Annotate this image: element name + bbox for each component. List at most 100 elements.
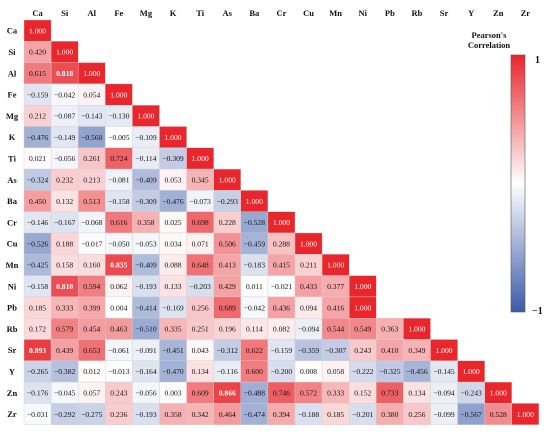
column-label: Mg xyxy=(140,8,153,18)
cell-value-label: 0.579 xyxy=(56,325,73,334)
cell-value-label: 1.000 xyxy=(327,261,344,270)
cell-value-label: −0.042 xyxy=(244,303,266,312)
cell-value-label: −0.145 xyxy=(433,367,455,376)
row-label: Zr xyxy=(7,409,17,419)
row-label: Mn xyxy=(6,260,19,270)
cell-value-label: −0.143 xyxy=(81,112,103,121)
cell-value-label: −0.201 xyxy=(352,410,374,419)
cell-value-label: 0.464 xyxy=(219,410,236,419)
cell-value-label: 0.025 xyxy=(165,218,182,227)
cell-value-label: −0.045 xyxy=(54,388,76,397)
cell-value-label: 0.544 xyxy=(327,325,344,334)
cell-value-label: −0.017 xyxy=(81,239,103,248)
cell-value-label: 0.818 xyxy=(56,69,73,78)
cell-value-label: 0.377 xyxy=(327,282,344,291)
cell-value-label: 0.609 xyxy=(192,388,209,397)
cell-value-label: 0.012 xyxy=(83,367,100,376)
cell-value-label: −0.091 xyxy=(135,346,157,355)
cell-value-label: −0.293 xyxy=(217,197,239,206)
column-label: Zn xyxy=(493,8,504,18)
cell-value-label: −0.109 xyxy=(135,133,157,142)
column-label: As xyxy=(223,8,233,18)
cell-value-label: −0.005 xyxy=(108,133,130,142)
cell-value-label: 1.000 xyxy=(490,388,507,397)
cell-value-label: 0.212 xyxy=(29,112,46,121)
row-label: Ti xyxy=(8,153,17,163)
cell-value-label: 0.057 xyxy=(83,388,100,397)
cell-value-label: 0.152 xyxy=(354,388,371,397)
cell-value-label: 0.746 xyxy=(273,388,290,397)
cell-value-label: 0.256 xyxy=(408,410,425,419)
cell-value-label: 0.653 xyxy=(83,346,100,355)
cell-value-label: −0.456 xyxy=(406,367,428,376)
cell-value-label: −0.193 xyxy=(135,410,157,419)
cell-value-label: −0.159 xyxy=(27,90,49,99)
cell-value-label: −0.560 xyxy=(81,133,103,142)
column-label: Sr xyxy=(440,8,449,18)
color-legend: Pearson's Correlation 1 −1 xyxy=(468,30,543,317)
cell-value-label: −0.474 xyxy=(244,410,266,419)
cell-value-label: 0.450 xyxy=(29,197,46,206)
cell-value-label: 0.134 xyxy=(192,367,209,376)
cell-value-label: 0.088 xyxy=(165,261,182,270)
cell-value-label: 0.114 xyxy=(246,325,263,334)
row-label: Y xyxy=(9,366,15,376)
cell-value-label: 0.172 xyxy=(29,325,46,334)
cell-value-label: 0.288 xyxy=(273,239,290,248)
cell-value-label: 1.000 xyxy=(273,218,290,227)
cell-value-label: 0.342 xyxy=(192,410,209,419)
cell-value-label: 0.429 xyxy=(219,282,236,291)
cell-value-label: −0.451 xyxy=(162,346,184,355)
cell-value-label: 0.893 xyxy=(29,346,46,355)
cell-value-label: 0.228 xyxy=(219,218,236,227)
cell-value-label: 0.810 xyxy=(56,282,73,291)
cell-value-label: −0.183 xyxy=(244,261,266,270)
row-labels: Ca Si Al Fe Mg K Ti As Ba Cr Cu Mn Ni Pb Rb Sr Y Zn Zr xyxy=(6,26,19,419)
cell-value-label: 0.436 xyxy=(273,303,290,312)
cell-value-label: 0.053 xyxy=(165,175,182,184)
cell-value-label: −0.409 xyxy=(135,261,157,270)
cell-value-label: 0.698 xyxy=(192,218,209,227)
cell-value-label: 1.000 xyxy=(354,282,371,291)
cell-value-label: −0.149 xyxy=(54,133,76,142)
cell-value-label: −0.425 xyxy=(27,261,49,270)
cell-value-label: −0.324 xyxy=(27,175,49,184)
cell-value-label: −0.459 xyxy=(244,239,266,248)
column-label: Mn xyxy=(329,8,342,18)
cell-value-label: 0.415 xyxy=(273,261,290,270)
cell-value-label: 0.615 xyxy=(29,69,46,78)
cell-value-label: 0.058 xyxy=(327,367,344,376)
cell-value-label: 0.622 xyxy=(246,346,263,355)
row-label: Mg xyxy=(6,111,19,121)
cell-value-label: 1.000 xyxy=(517,410,534,419)
cell-value-label: −0.159 xyxy=(271,346,293,355)
cell-value-label: 1.000 xyxy=(246,197,263,206)
column-label: Ti xyxy=(196,8,205,18)
cell-value-label: −0.359 xyxy=(298,346,320,355)
cell-value-label: 0.021 xyxy=(29,154,46,163)
cell-value-label: 0.413 xyxy=(219,261,236,270)
cell-value-label: 0.648 xyxy=(192,261,209,270)
cell-value-label: 0.380 xyxy=(381,410,398,419)
cell-value-label: −0.176 xyxy=(27,388,49,397)
cell-value-label: −0.567 xyxy=(460,410,482,419)
cell-value-label: 0.594 xyxy=(83,282,100,291)
cell-value-label: 0.082 xyxy=(273,325,290,334)
cell-value-label: 0.243 xyxy=(354,346,371,355)
cell-value-label: −0.146 xyxy=(27,218,49,227)
cell-value-label: −0.169 xyxy=(162,303,184,312)
cell-value-label: −0.265 xyxy=(27,367,49,376)
cell-value-label: −0.414 xyxy=(135,303,157,312)
cell-value-label: −0.526 xyxy=(27,239,49,248)
cell-value-label: 1.000 xyxy=(219,175,236,184)
cell-value-label: −0.167 xyxy=(54,218,76,227)
cell-value-label: 0.433 xyxy=(300,282,317,291)
cell-value-label: 0.054 xyxy=(83,90,100,99)
cell-value-label: 0.399 xyxy=(83,303,100,312)
cell-value-label: 1.000 xyxy=(436,346,453,355)
cell-value-label: −0.053 xyxy=(135,239,157,248)
cell-value-label: 0.454 xyxy=(83,325,100,334)
cell-value-label: 0.345 xyxy=(192,175,209,184)
cell-value-label: 1.000 xyxy=(354,303,371,312)
